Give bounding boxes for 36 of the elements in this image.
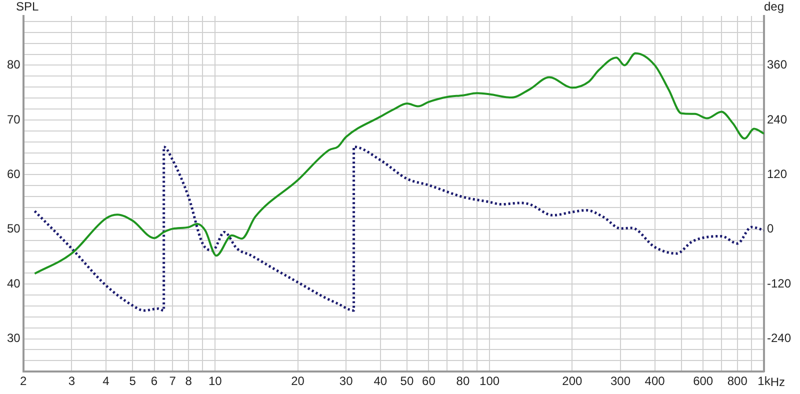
x-tick-label: 60 bbox=[422, 374, 436, 388]
y2-tick-label: 0 bbox=[766, 222, 774, 236]
y-tick-label: 70 bbox=[6, 112, 21, 126]
y-tick-label: 80 bbox=[6, 58, 21, 72]
x-tick-label: 400 bbox=[644, 374, 666, 388]
y-tick-label: 50 bbox=[6, 222, 21, 236]
y-tick-label: 40 bbox=[6, 276, 21, 290]
y2-tick-label: -240 bbox=[766, 331, 792, 346]
x-tick-label: 300 bbox=[610, 374, 631, 388]
x-tick-label: 40 bbox=[374, 374, 388, 388]
x-tick-label: 30 bbox=[339, 374, 354, 388]
y2-tick-label: 360 bbox=[766, 58, 788, 72]
x-tick-label: 20 bbox=[291, 374, 305, 388]
x-tick-label: 3 bbox=[68, 374, 76, 388]
x-tick-label: 200 bbox=[562, 374, 583, 388]
x-tick-label: 10 bbox=[208, 374, 222, 388]
x-tick-label: 800 bbox=[727, 374, 748, 388]
x-tick-label: 80 bbox=[456, 374, 470, 388]
x-axis-title: Hz bbox=[770, 374, 785, 389]
x-tick-label: 4 bbox=[102, 374, 110, 388]
y2-tick-label: 120 bbox=[766, 166, 788, 181]
x-tick-label: 1k bbox=[758, 374, 772, 388]
x-tick-label: 100 bbox=[480, 374, 500, 388]
y-tick-label: 60 bbox=[6, 166, 21, 181]
x-tick-label: 6 bbox=[150, 374, 158, 388]
y-tick-label: 30 bbox=[6, 331, 21, 346]
y-axis-title: SPL bbox=[16, 0, 40, 14]
x-tick-label: 50 bbox=[400, 374, 414, 388]
x-tick-label: 5 bbox=[129, 374, 136, 388]
x-tick-label: 2 bbox=[20, 374, 28, 388]
y2-tick-label: -120 bbox=[766, 276, 792, 290]
y2-axis-title: deg bbox=[764, 0, 784, 14]
x-tick-label: 600 bbox=[693, 374, 714, 388]
x-tick-label: 7 bbox=[169, 374, 176, 388]
x-tick-label: 8 bbox=[185, 374, 192, 388]
y2-tick-label: 240 bbox=[766, 112, 788, 126]
